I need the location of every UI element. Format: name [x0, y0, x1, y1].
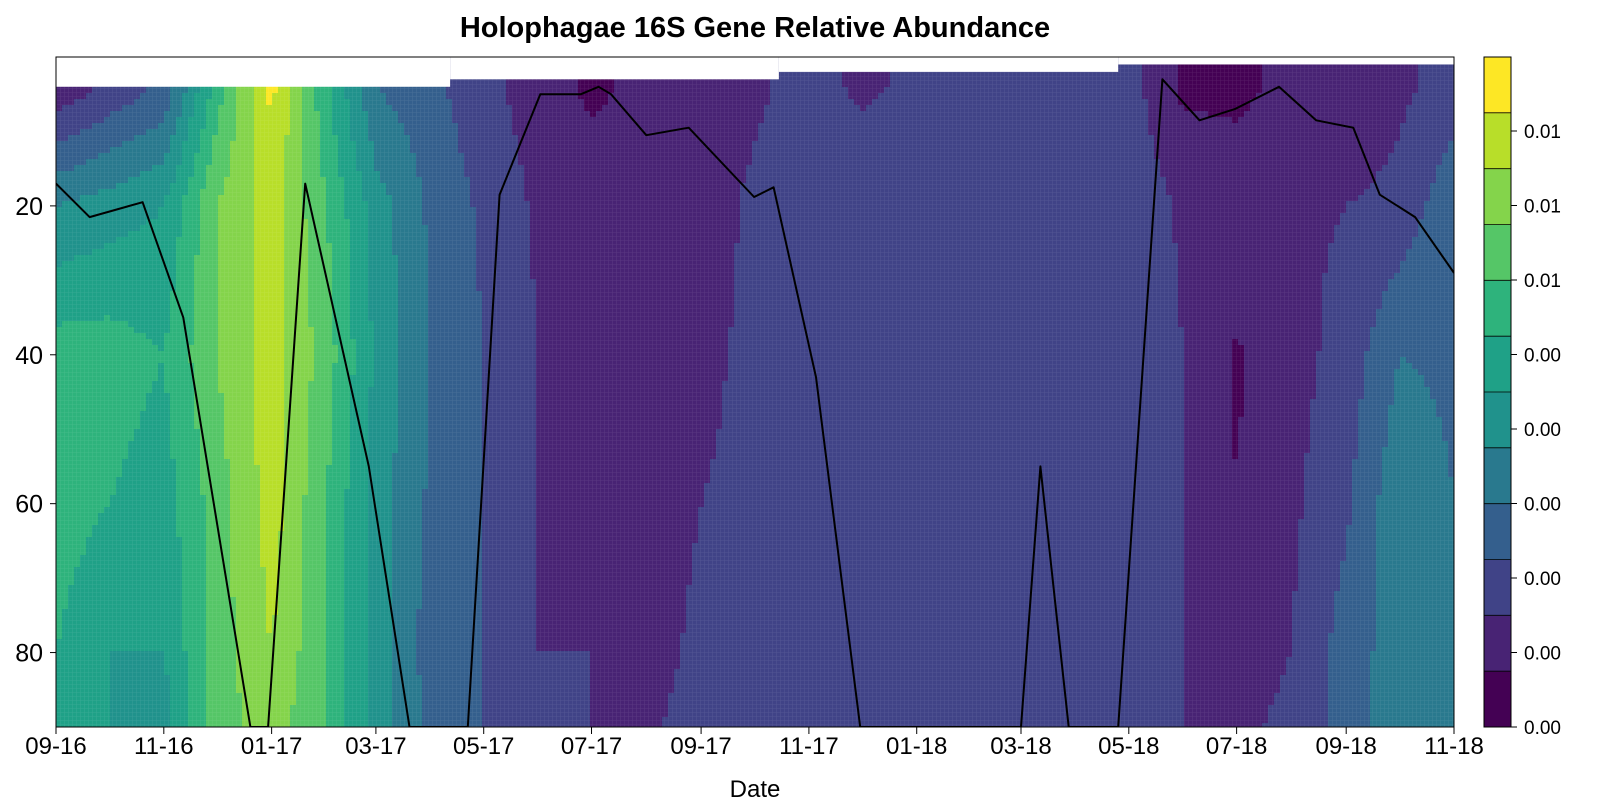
chart-title: Holophagae 16S Gene Relative Abundance — [56, 12, 1454, 45]
